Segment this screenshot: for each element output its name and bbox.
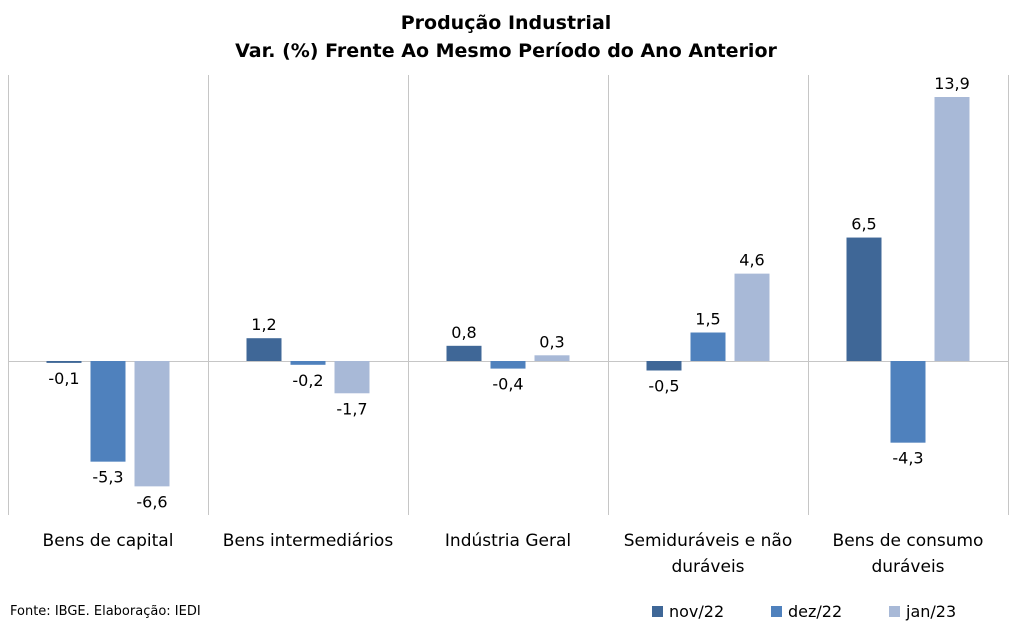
data-label: 0,8 xyxy=(451,323,476,342)
bar-jan-23-3 xyxy=(734,273,770,361)
data-label: -1,7 xyxy=(336,399,367,418)
legend-swatch xyxy=(771,606,782,617)
category-label: Indústria Geral xyxy=(444,531,572,551)
data-label: -0,2 xyxy=(292,371,323,390)
data-label: 0,3 xyxy=(539,332,564,351)
bar-dez-22-0 xyxy=(90,361,126,462)
data-label: -0,4 xyxy=(492,375,523,394)
bar-nov-22-1 xyxy=(246,338,282,361)
bar-nov-22-0 xyxy=(46,361,82,363)
data-label: -5,3 xyxy=(92,468,123,487)
bar-nov-22-4 xyxy=(846,237,882,361)
data-label: -6,6 xyxy=(136,492,167,511)
data-label: -0,1 xyxy=(48,369,79,388)
legend-label: nov/22 xyxy=(669,602,725,621)
bar-dez-22-4 xyxy=(890,361,926,443)
legend-label: jan/23 xyxy=(906,602,957,621)
category-label: Bens de capital xyxy=(42,531,174,551)
legend-item: jan/23 xyxy=(889,602,956,621)
source-note: Fonte: IBGE. Elaboração: IEDI xyxy=(10,604,201,619)
bar-dez-22-1 xyxy=(290,361,326,365)
bar-nov-22-2 xyxy=(446,345,482,361)
data-label: -0,5 xyxy=(648,376,679,395)
category-label: Semiduráveis e não duráveis xyxy=(623,531,793,577)
legend-item: dez/22 xyxy=(771,602,842,621)
category-label: Bens de consumo duráveis xyxy=(832,531,984,577)
bar-nov-22-3 xyxy=(646,361,682,371)
legend-swatch xyxy=(652,606,663,617)
data-label: 6,5 xyxy=(851,215,876,234)
bar-jan-23-4 xyxy=(934,97,970,361)
category-label: Bens intermediários xyxy=(222,531,394,551)
bar-jan-23-0 xyxy=(134,361,170,487)
legend-item: nov/22 xyxy=(652,602,724,621)
chart-title: Produção Industrial xyxy=(400,12,612,34)
data-label: 4,6 xyxy=(739,251,764,270)
legend-label: dez/22 xyxy=(788,602,843,621)
bar-jan-23-2 xyxy=(534,355,570,361)
bar-dez-22-2 xyxy=(490,361,526,369)
data-label: 1,5 xyxy=(695,310,720,329)
data-label: 1,2 xyxy=(251,315,276,334)
bar-jan-23-1 xyxy=(334,361,370,394)
data-label: -4,3 xyxy=(892,449,923,468)
legend-swatch xyxy=(889,606,900,617)
chart-subtitle: Var. (%) Frente Ao Mesmo Período do Ano … xyxy=(235,40,777,62)
bar-dez-22-3 xyxy=(690,332,726,361)
data-label: 13,9 xyxy=(934,74,970,93)
